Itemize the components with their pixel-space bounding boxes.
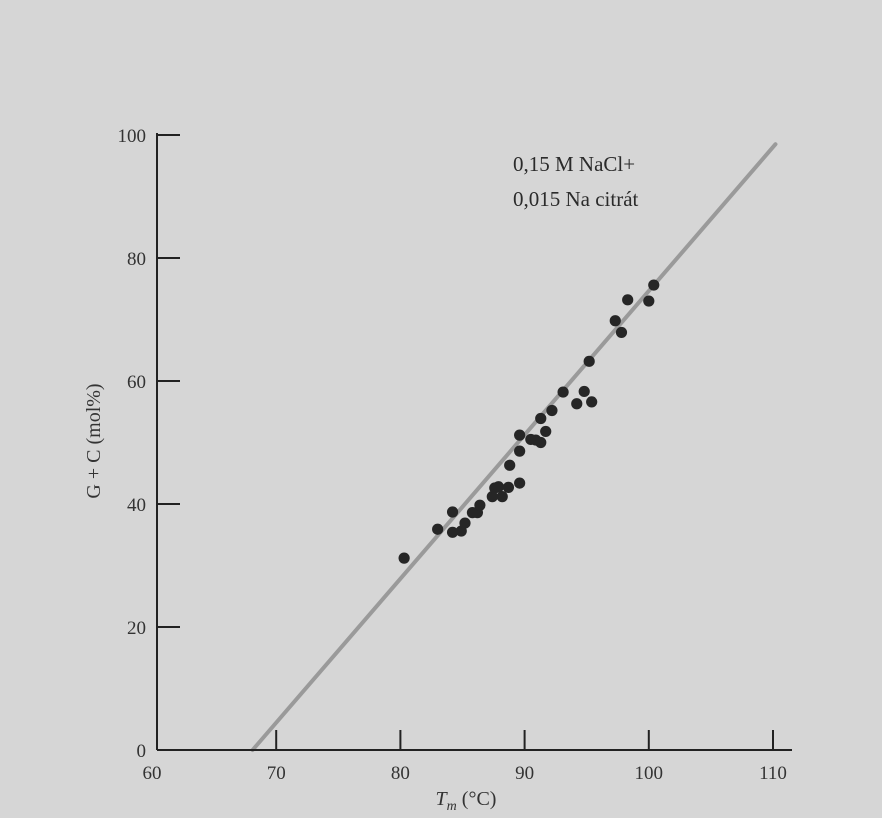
data-point-15	[504, 459, 516, 471]
data-point-34	[648, 279, 660, 291]
y-tick-label-40: 40	[127, 495, 146, 516]
data-point-33	[643, 295, 655, 307]
data-point-3	[446, 526, 459, 538]
x-ticks: 60 70 80 90 100 110	[143, 730, 787, 784]
data-point-4	[446, 506, 459, 518]
x-tick-label-60: 60	[143, 763, 162, 784]
data-point-1	[398, 552, 410, 564]
x-axis-title-subscript: m	[447, 799, 457, 814]
data-point-28	[583, 355, 595, 367]
data-point-22	[535, 412, 547, 425]
x-axis-title-main: T	[436, 788, 449, 810]
data-point-26	[571, 398, 583, 410]
x-tick-label-70: 70	[267, 763, 286, 784]
data-point-13	[496, 491, 508, 503]
annotation-line-1: 0,15 M NaCl+	[513, 152, 635, 176]
x-tick-label-110: 110	[759, 763, 787, 784]
data-point-27	[578, 385, 590, 398]
data-point-25	[557, 386, 569, 398]
data-point-6	[459, 517, 471, 529]
y-axis-title: G + C (mol%)	[83, 383, 105, 498]
data-point-29	[586, 396, 598, 408]
data-point-2	[432, 523, 444, 535]
x-axis-title: Tm (°C)	[436, 788, 497, 814]
data-point-10	[486, 491, 498, 503]
trendline	[250, 142, 778, 752]
data-point-21	[535, 436, 547, 449]
data-point-31	[615, 326, 628, 339]
x-tick-label-80: 80	[391, 763, 410, 784]
y-tick-label-80: 80	[127, 249, 146, 270]
y-tick-label-20: 20	[127, 618, 146, 639]
data-point-16	[514, 477, 526, 489]
data-point-9	[474, 499, 486, 511]
data-point-17	[514, 445, 526, 457]
data-points	[398, 279, 660, 564]
data-point-30	[609, 315, 621, 327]
annotation-line-2: 0,015 Na citrát	[513, 187, 639, 211]
y-tick-label-100: 100	[118, 126, 147, 147]
data-point-18	[514, 429, 526, 441]
trendline-layer	[250, 142, 778, 752]
x-axis-title-unit: (°C)	[457, 788, 497, 810]
y-tick-label-60: 60	[127, 372, 146, 393]
data-point-12	[492, 481, 505, 493]
data-point-24	[546, 404, 558, 417]
y-tick-label-0: 0	[137, 741, 147, 762]
data-point-23	[540, 425, 552, 438]
x-tick-label-90: 90	[515, 763, 534, 784]
y-ticks: 0 20 40 60 80 100	[118, 126, 180, 762]
data-point-32	[622, 294, 634, 306]
data-point-14	[502, 481, 515, 493]
x-tick-label-100: 100	[635, 763, 664, 784]
